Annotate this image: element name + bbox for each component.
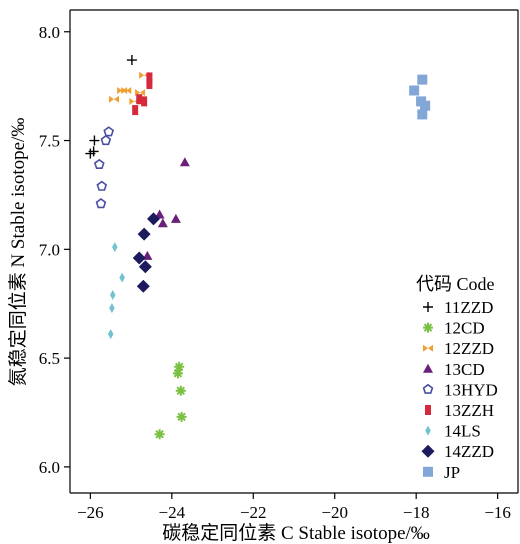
data-point bbox=[136, 279, 150, 293]
legend-label: 12ZZD bbox=[444, 339, 494, 358]
data-point bbox=[93, 158, 105, 169]
data-point bbox=[132, 251, 146, 265]
x-tick-label: −16 bbox=[484, 503, 511, 522]
legend-marker bbox=[421, 444, 435, 458]
data-point bbox=[136, 94, 143, 105]
data-point bbox=[417, 109, 428, 120]
y-tick-label: 7.5 bbox=[39, 132, 60, 151]
x-tick-label: −20 bbox=[321, 503, 348, 522]
series-13cd bbox=[142, 157, 190, 260]
data-point bbox=[112, 242, 118, 253]
data-point bbox=[420, 100, 431, 111]
data-point bbox=[107, 329, 114, 340]
legend-label: 14LS bbox=[444, 422, 481, 441]
data-point bbox=[121, 87, 132, 94]
data-point bbox=[417, 74, 428, 85]
data-point bbox=[109, 290, 116, 301]
data-point bbox=[146, 78, 153, 89]
y-axis-title: 氮稳定同位素 N Stable isotope/‰ bbox=[7, 118, 29, 387]
legend-marker bbox=[423, 466, 433, 477]
y-ticks: 6.0 6.5 7.0 7.5 8.0 bbox=[39, 23, 70, 477]
y-tick-label: 6.5 bbox=[39, 349, 60, 368]
data-point bbox=[179, 157, 190, 167]
data-point bbox=[170, 213, 181, 223]
data-point bbox=[172, 368, 183, 379]
y-tick-label: 6.0 bbox=[39, 458, 60, 477]
legend-label: 12CD bbox=[444, 319, 485, 338]
axes bbox=[69, 9, 519, 494]
legend-label: 14ZZD bbox=[444, 442, 494, 461]
series-11zzd bbox=[85, 55, 137, 159]
data-point bbox=[100, 134, 112, 146]
legend-marker bbox=[425, 405, 431, 415]
data-point bbox=[157, 218, 168, 228]
data-point bbox=[126, 55, 137, 66]
y-tick-label: 7.0 bbox=[39, 240, 60, 259]
legend-label: 13CD bbox=[444, 360, 485, 379]
series-jp bbox=[409, 74, 431, 120]
data-point bbox=[108, 95, 119, 103]
legend-label: 11ZZD bbox=[444, 298, 493, 317]
series-14zzd bbox=[132, 212, 160, 293]
x-axis-title: 碳稳定同位素 C Stable isotope/‰ bbox=[162, 522, 430, 544]
x-ticks: −26 −24 −22 −20 −18 −16 bbox=[77, 493, 511, 522]
data-point bbox=[96, 180, 108, 191]
x-tick-label: −26 bbox=[77, 503, 104, 522]
data-point bbox=[141, 96, 148, 107]
data-point bbox=[95, 198, 107, 209]
y-tick-label: 8.0 bbox=[39, 23, 60, 42]
data-point bbox=[175, 385, 186, 396]
data-point bbox=[176, 411, 187, 422]
legend-marker bbox=[422, 383, 434, 394]
data-point bbox=[109, 303, 115, 314]
data-point bbox=[119, 272, 125, 283]
data-point bbox=[88, 146, 99, 157]
x-tick-label: −18 bbox=[403, 503, 430, 522]
series-13hyd bbox=[93, 126, 115, 209]
legend-marker bbox=[423, 302, 433, 312]
legend-label: JP bbox=[444, 463, 460, 482]
data-point bbox=[137, 227, 151, 241]
series-12cd bbox=[154, 361, 187, 440]
legend-marker bbox=[423, 322, 433, 333]
series-14ls bbox=[107, 242, 125, 340]
data-point bbox=[409, 85, 420, 96]
legend-marker bbox=[423, 363, 433, 373]
legend-label: 13HYD bbox=[444, 380, 498, 399]
data-point bbox=[146, 212, 160, 226]
data-point bbox=[154, 429, 165, 440]
legend-title: 代码 Code bbox=[416, 274, 495, 294]
x-tick-label: −24 bbox=[159, 503, 186, 522]
legend-marker bbox=[425, 425, 431, 436]
data-point bbox=[132, 105, 139, 116]
data-point bbox=[146, 72, 153, 83]
data-point bbox=[103, 126, 115, 137]
x-tick-label: −22 bbox=[240, 503, 267, 522]
legend-label: 13ZZH bbox=[444, 401, 494, 420]
data-point bbox=[138, 260, 152, 274]
data-point bbox=[89, 135, 100, 146]
legend-marker bbox=[423, 344, 433, 352]
data-points bbox=[85, 55, 431, 440]
data-point bbox=[174, 361, 185, 372]
series-13zzh bbox=[132, 72, 153, 116]
